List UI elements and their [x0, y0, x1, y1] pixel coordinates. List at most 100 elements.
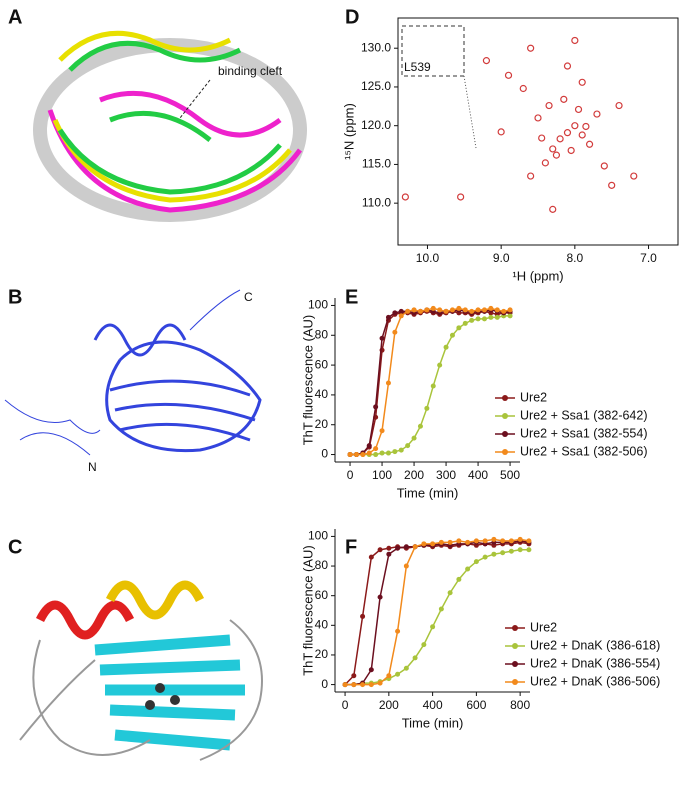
data-point: [386, 545, 392, 551]
legend-marker: [512, 661, 518, 667]
x-tick-label: 8.0: [566, 251, 583, 265]
data-point: [430, 624, 436, 630]
nmr-peak: [608, 181, 616, 189]
x-tick-label: 800: [510, 698, 530, 712]
data-point: [482, 538, 488, 544]
data-point: [507, 307, 513, 313]
panel-label: A: [8, 6, 22, 28]
y-tick-label: 40: [315, 617, 329, 631]
data-point: [377, 680, 383, 686]
data-point: [368, 667, 374, 673]
data-point: [395, 628, 401, 634]
x-tick-label: 600: [466, 698, 486, 712]
nmr-ensemble: [4, 289, 262, 456]
series-line: [345, 540, 530, 686]
data-point: [403, 665, 409, 671]
data-point: [456, 576, 462, 582]
y-tick-label: 60: [315, 357, 329, 371]
x-tick-label: 100: [372, 468, 392, 482]
data-point: [494, 314, 500, 320]
data-point: [405, 443, 411, 449]
data-point: [500, 550, 506, 556]
terminus-label: C: [244, 290, 253, 304]
data-point: [398, 308, 404, 314]
y-tick-label: 0: [321, 447, 328, 461]
data-point: [379, 450, 385, 456]
data-point: [456, 325, 462, 331]
y-tick-label: 125.0: [361, 79, 391, 93]
plot-frame: [397, 17, 679, 246]
data-point: [385, 314, 391, 320]
y-tick-label: 100: [308, 298, 328, 312]
data-point: [417, 308, 423, 314]
data-point: [411, 435, 417, 441]
data-point: [412, 655, 418, 661]
y-tick-label: 130.0: [361, 40, 391, 54]
data-point: [360, 682, 366, 688]
cartoon: [19, 580, 263, 761]
nmr-peak: [482, 57, 491, 65]
nmr-peak: [549, 205, 557, 213]
legend-marker: [502, 431, 508, 437]
data-point: [456, 538, 462, 544]
data-point: [449, 332, 455, 338]
panel-label: F: [345, 536, 357, 558]
data-point: [465, 539, 471, 545]
y-tick-label: 80: [315, 558, 329, 572]
data-point: [501, 308, 507, 314]
data-point: [403, 563, 409, 569]
x-tick-label: 200: [404, 468, 424, 482]
nmr-peak: [497, 128, 505, 136]
data-point: [456, 305, 462, 311]
structure-overlay: [33, 30, 307, 222]
y-tick-label: 40: [315, 387, 329, 401]
data-point: [488, 305, 494, 311]
nmr-peak: [401, 193, 409, 201]
data-point: [377, 547, 383, 553]
data-point: [449, 307, 455, 313]
data-point: [488, 314, 494, 320]
series-line: [350, 315, 511, 456]
data-point: [430, 383, 436, 389]
data-point: [368, 554, 374, 560]
data-point: [430, 305, 436, 311]
data-point: [473, 538, 479, 544]
data-point: [438, 539, 444, 545]
data-point: [392, 329, 398, 335]
data-point: [475, 316, 481, 322]
data-point: [351, 682, 357, 688]
data-point: [386, 551, 392, 557]
nmr-peak: [582, 122, 590, 131]
legend-marker: [512, 679, 518, 685]
data-point: [368, 682, 374, 688]
nmr-peak: [560, 95, 568, 103]
series-line: [350, 309, 511, 456]
data-point: [392, 310, 398, 316]
x-tick-label: 500: [500, 468, 520, 482]
nmr-peak: [563, 129, 572, 137]
panel-label: E: [345, 286, 358, 308]
nmr-peak: [630, 172, 638, 180]
nmr-peak: [571, 122, 579, 130]
nmr-peak: [556, 135, 564, 143]
data-point: [462, 307, 468, 313]
legend-label: Ure2 + DnaK (386-618): [530, 638, 660, 652]
data-point: [379, 335, 385, 341]
nmr-peak: [504, 71, 513, 79]
data-point: [360, 452, 366, 458]
nmr-peak: [457, 193, 465, 201]
data-point: [405, 308, 411, 314]
data-point: [507, 313, 513, 319]
nmr-peak: [545, 101, 553, 110]
legend-marker: [502, 449, 508, 455]
data-point: [421, 541, 427, 547]
data-point: [385, 380, 391, 386]
x-tick-label: 200: [379, 698, 399, 712]
series-line: [345, 538, 530, 686]
nmr-peak: [574, 105, 583, 114]
x-axis-label: ¹H (ppm): [512, 268, 563, 283]
data-point: [517, 547, 523, 553]
nmr-peak: [615, 101, 623, 110]
data-point: [491, 536, 497, 542]
data-point: [494, 307, 500, 313]
